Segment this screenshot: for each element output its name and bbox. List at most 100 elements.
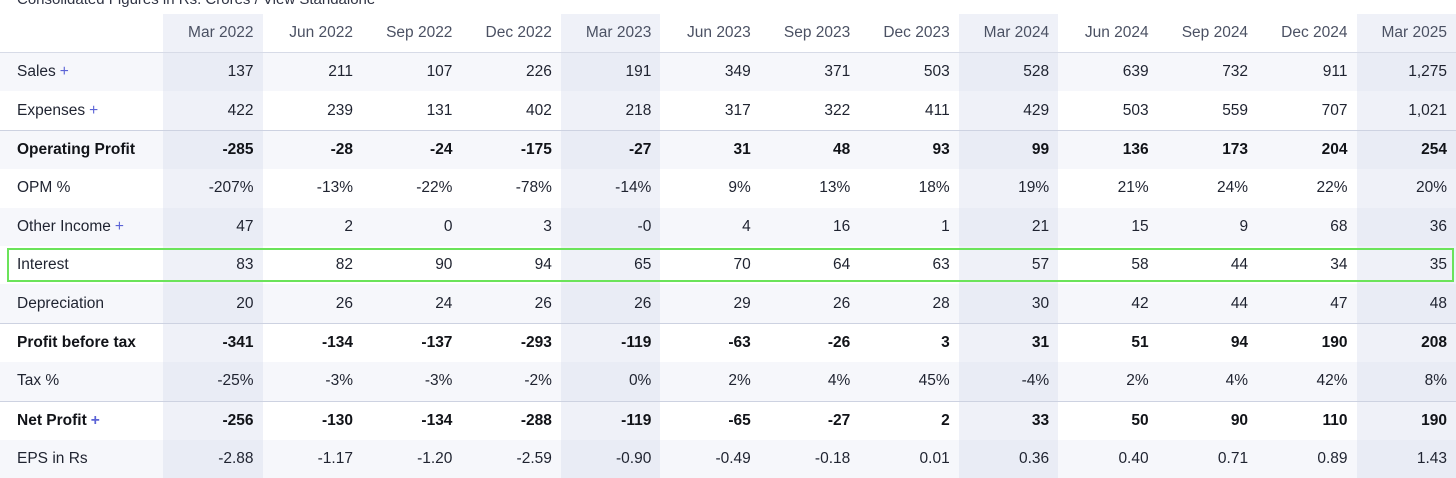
table-cell: -26 <box>759 322 860 363</box>
row-label-cell: Profit before tax <box>0 322 164 363</box>
table-cell: -3% <box>262 362 362 402</box>
row-label-cell: Interest <box>0 246 163 284</box>
table-cell: 503 <box>1122 101 1149 119</box>
table-cell: 26 <box>759 284 860 324</box>
table-cell: 0.01 <box>859 439 959 478</box>
table-cell: 16 <box>759 207 860 246</box>
table-cell: -78% <box>515 179 552 197</box>
table-cell: 30 <box>958 284 1059 324</box>
row-label-cell: Depreciation <box>0 284 164 324</box>
table-cell: -3% <box>361 362 462 402</box>
table-cell: -175 <box>461 129 561 170</box>
row-label: EPS in Rs <box>17 450 88 468</box>
table-row[interactable]: Expenses +422 239 131 402 218 317 322 411 429 503 5… <box>0 91 1456 131</box>
table-cell: 44 <box>1230 256 1249 274</box>
table-cell: 204 <box>1257 129 1357 170</box>
column-header: Mar 2022 <box>163 14 263 53</box>
table-cell: 1,021 <box>1356 91 1456 131</box>
row-label-cell[interactable]: Net Profit + <box>0 400 164 440</box>
table-row: Profit before tax -341 -134 -137 -293 -119 -63… <box>0 322 1456 363</box>
table-cell: 503 <box>859 52 959 92</box>
row-label-cell[interactable]: Other Income + <box>0 207 164 246</box>
expand-plus-icon[interactable]: + <box>59 63 69 81</box>
table-cell: -22% <box>416 179 453 197</box>
table-cell: 20 <box>163 284 263 324</box>
table-cell: 34 <box>1330 256 1348 274</box>
expand-plus-icon[interactable]: + <box>89 101 99 119</box>
table-cell: 0% <box>560 362 661 402</box>
table-cell: 0.40 <box>1058 439 1158 478</box>
table-cell: 349 <box>660 52 760 92</box>
expand-plus-icon[interactable]: + <box>114 217 124 235</box>
row-label: Expenses <box>17 101 86 119</box>
table-cell: 93 <box>859 129 959 170</box>
expand-plus-icon[interactable]: + <box>90 411 100 429</box>
table-cell: 19% <box>958 169 1059 208</box>
column-header: Dec 2022 <box>461 14 561 53</box>
row-label-cell[interactable]: Expenses + <box>0 91 163 130</box>
table-cell: 2% <box>1058 362 1158 402</box>
table-cell: -0 <box>560 207 661 246</box>
table-cell: -0.49 <box>660 439 760 478</box>
table-cell: 70 <box>733 256 751 274</box>
table-cell: 131 <box>426 101 453 119</box>
table-cell: 402 <box>526 101 552 119</box>
table-cell: -256 <box>163 400 263 440</box>
table-cell: 173 <box>1157 129 1258 170</box>
table-cell: 190 <box>1257 322 1357 363</box>
table-cell: 24 <box>361 284 462 324</box>
table-cell: -207% <box>163 169 263 208</box>
table-cell: -63 <box>660 322 760 363</box>
table-cell: 24% <box>1217 179 1249 197</box>
table-cell: 429 <box>958 91 1059 131</box>
table-cell: 22% <box>1316 179 1348 197</box>
table-row[interactable]: Sales +137 211 107 226 191 349 371 503 528 639 732 9… <box>0 52 1456 92</box>
header-fragment: Consolidated Figures in Rs. Crores / Vie… <box>17 0 375 8</box>
table-cell: 218 <box>560 91 661 131</box>
table-row[interactable]: Other Income +47 2 0 3 -0 4 16 1 21 15 9 68 36 <box>0 207 1456 246</box>
table-row: OPM % -207% -13% -22% -78% -14% 9% 13% 18% 19% 21%… <box>0 169 1456 208</box>
table-cell: 107 <box>361 52 462 92</box>
row-label: Profit before tax <box>17 333 136 351</box>
table-cell: 48 <box>1356 284 1456 324</box>
table-cell: -1.20 <box>361 439 462 478</box>
table-cell: -119 <box>560 322 661 363</box>
table-cell: -65 <box>660 400 760 440</box>
table-cell: 371 <box>759 52 860 92</box>
column-header: Mar 2025 <box>1356 14 1456 53</box>
table-cell: -0.90 <box>560 439 661 478</box>
table-cell: 254 <box>1356 129 1456 170</box>
table-cell: 90 <box>1157 400 1258 440</box>
table-cell: 136 <box>1058 129 1158 170</box>
column-header: Mar 2023 <box>560 14 661 53</box>
table-cell: -293 <box>461 322 561 363</box>
table-cell: 1,275 <box>1356 52 1456 92</box>
table-cell: 422 <box>163 91 263 131</box>
table-cell: 8% <box>1356 362 1456 402</box>
table-cell: -119 <box>560 400 661 440</box>
table-cell: 2 <box>859 400 959 440</box>
table-cell: 0.36 <box>958 439 1059 478</box>
table-cell: -341 <box>163 322 263 363</box>
table-cell: 239 <box>327 101 353 119</box>
column-header: Jun 2022 <box>262 14 362 53</box>
table-cell: 58 <box>1131 256 1149 274</box>
table-cell: 90 <box>435 256 453 274</box>
table-cell: 211 <box>262 52 362 92</box>
table-cell: -13% <box>316 179 353 197</box>
table-cell: 9 <box>1157 207 1258 246</box>
table-cell: 4% <box>1157 362 1258 402</box>
row-label-cell[interactable]: Sales + <box>0 52 164 92</box>
table-row: Interest 83 82 90 94 65 70 64 63 57 58 44 34 35 <box>0 245 1456 285</box>
table-cell: -285 <box>163 129 263 170</box>
row-label: OPM % <box>17 179 71 197</box>
table-cell: 57 <box>958 245 1059 285</box>
column-header: Jun 2024 <box>1058 14 1158 53</box>
table-cell: 99 <box>958 129 1059 170</box>
table-cell: 26 <box>262 284 362 324</box>
column-header: Dec 2024 <box>1257 14 1357 53</box>
table-row[interactable]: Net Profit + -256 -130 -134 -288 -119 -65 -27 2 33… <box>0 400 1456 440</box>
row-label: Depreciation <box>17 294 105 312</box>
table-cell: -27 <box>560 129 661 170</box>
column-header: Sep 2022 <box>361 14 462 53</box>
